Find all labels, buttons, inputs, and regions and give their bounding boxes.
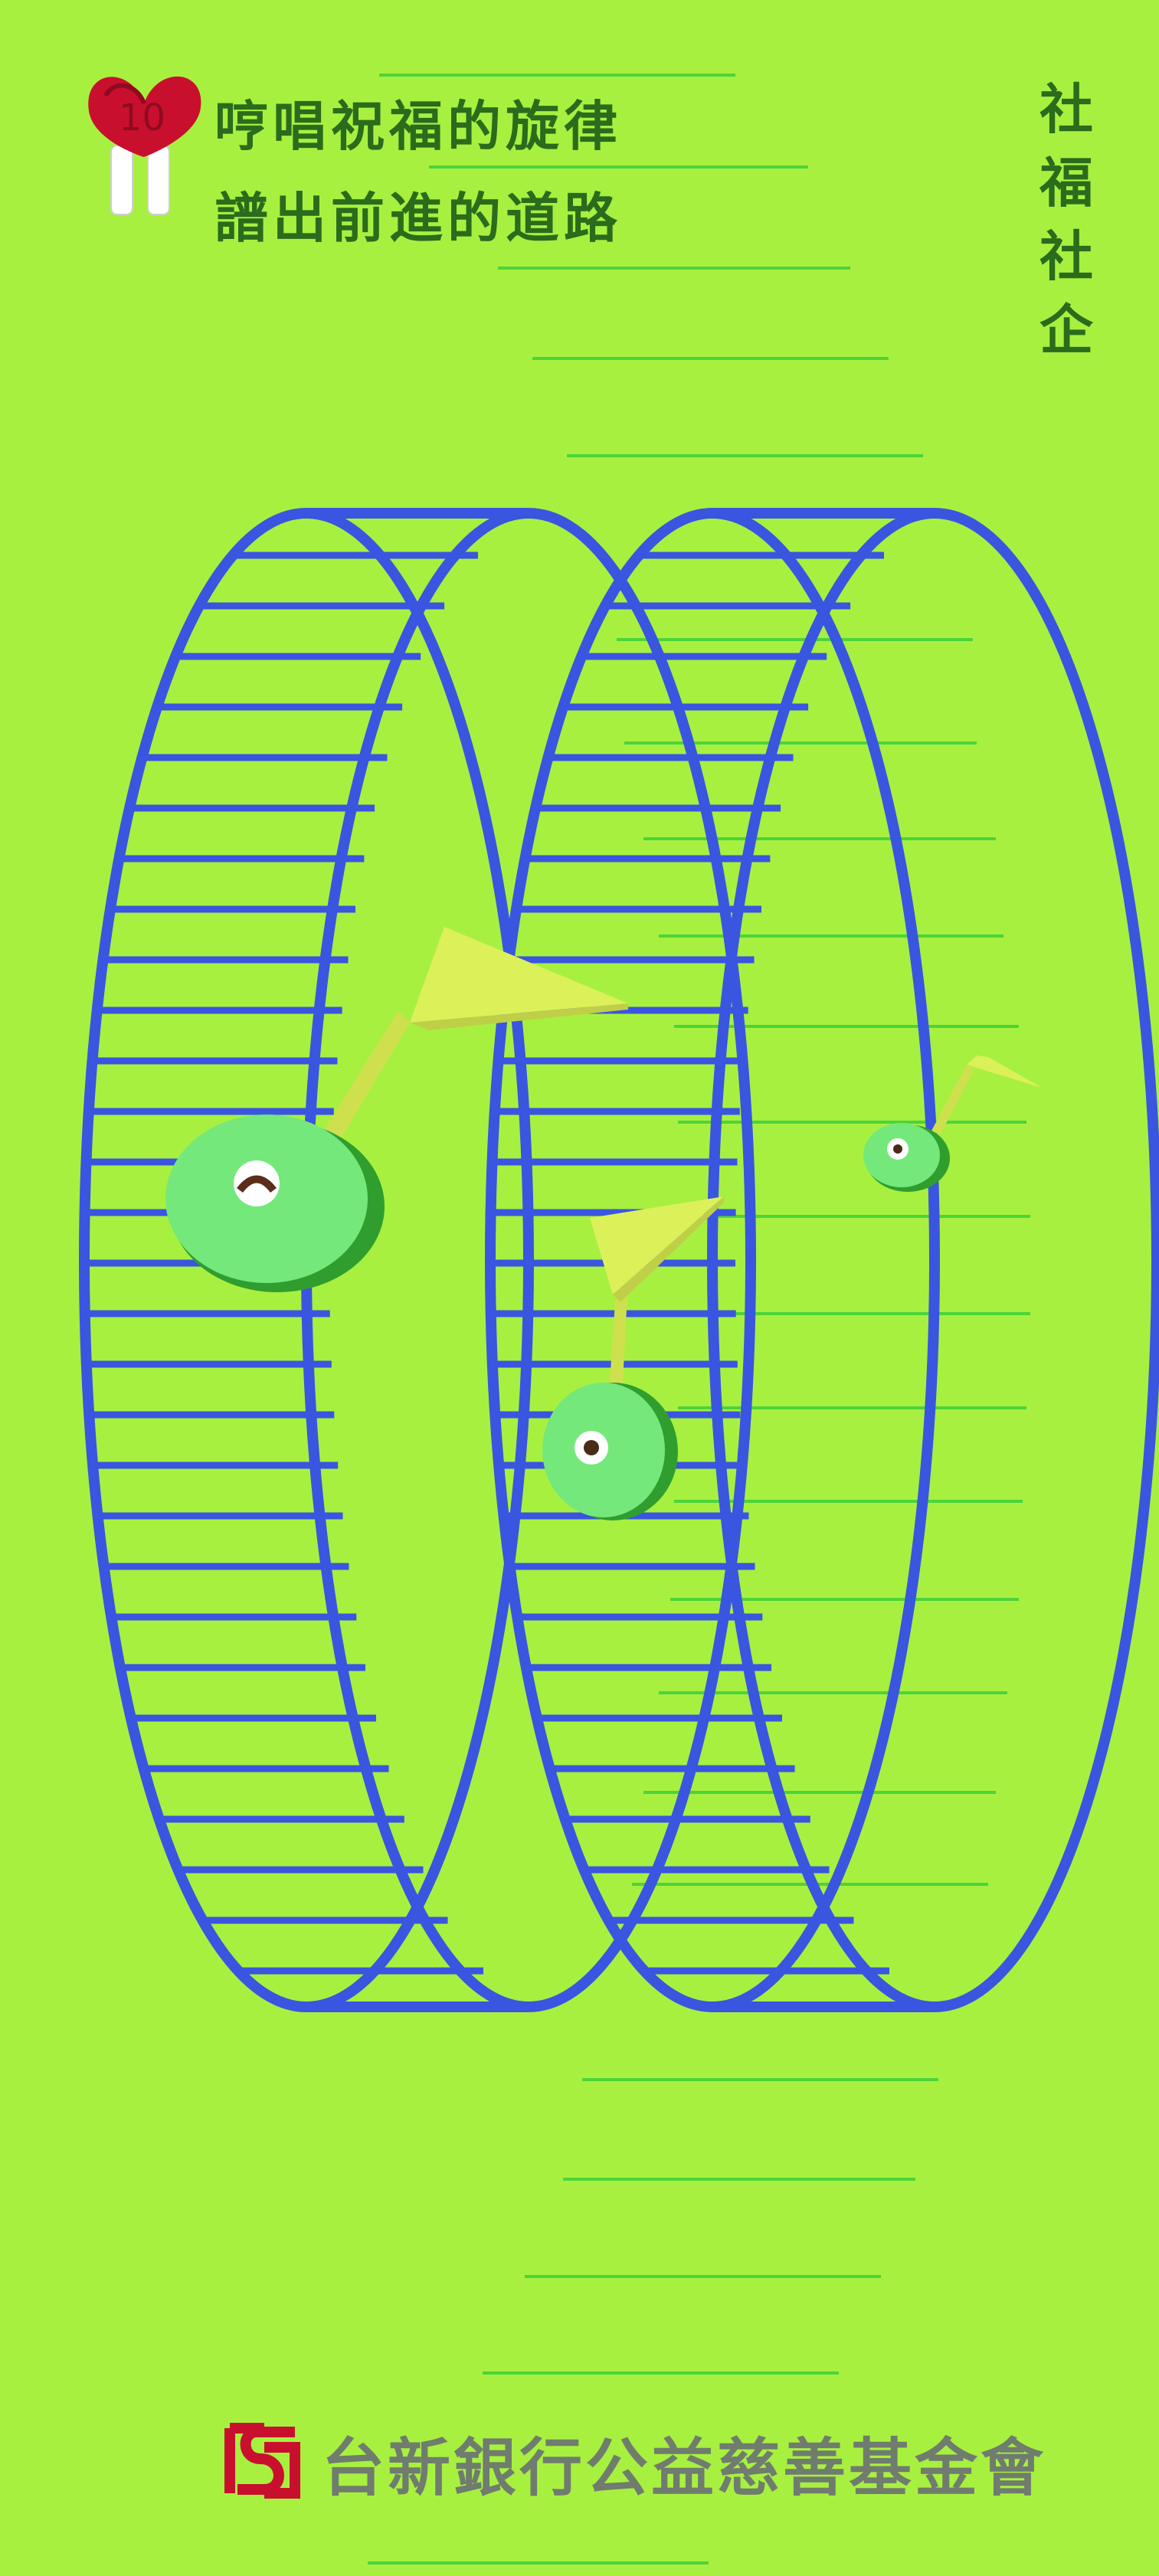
headline: 哼唱祝福的旋律 譜出前進的道路 bbox=[214, 80, 622, 264]
tag-char: 社 bbox=[1039, 225, 1093, 288]
music-note-medium bbox=[542, 1196, 724, 1520]
headline-line-2: 譜出前進的道路 bbox=[214, 187, 622, 250]
badge-number: 10 bbox=[119, 97, 165, 139]
tag-char: 福 bbox=[1039, 152, 1093, 214]
vertical-tag: 社 福 社 企 bbox=[1036, 73, 1097, 367]
footer-org-name: 台新銀行公益慈善基金會 bbox=[322, 2432, 1047, 2505]
music-note-small bbox=[863, 1056, 1042, 1192]
staff-lines bbox=[368, 74, 1030, 2565]
heart-hands-badge-icon: 10 bbox=[88, 76, 201, 215]
tag-char: 社 bbox=[1039, 78, 1093, 141]
headline-line-1: 哼唱祝福的旋律 bbox=[214, 95, 622, 158]
music-note-large bbox=[165, 927, 628, 1292]
tag-char: 企 bbox=[1039, 299, 1093, 362]
taishin-logo-icon bbox=[224, 2423, 300, 2499]
